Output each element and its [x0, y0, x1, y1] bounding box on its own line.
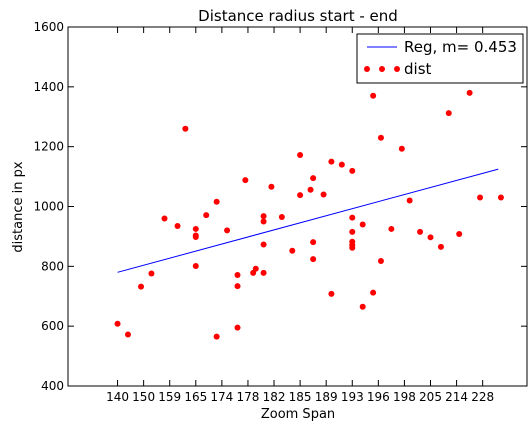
data-point — [252, 265, 259, 272]
regression-line — [117, 168, 499, 273]
plot-frame — [67, 26, 528, 387]
x-axis-label: Zoom Span — [261, 407, 335, 421]
x-tick-label: 214 — [445, 390, 468, 404]
data-point — [359, 221, 366, 228]
x-tick-label: 198 — [393, 390, 416, 404]
data-point — [370, 92, 377, 99]
data-point — [349, 228, 356, 235]
data-point — [182, 125, 189, 132]
data-point — [268, 183, 275, 190]
data-point — [192, 225, 199, 232]
legend-dist-label: dist — [404, 60, 432, 78]
x-tick-label: 150 — [132, 390, 155, 404]
legend-dist-marker — [379, 66, 385, 72]
data-point — [359, 303, 366, 310]
data-point — [234, 324, 241, 331]
legend-dist-marker — [364, 66, 370, 72]
data-point — [307, 186, 314, 193]
data-point — [192, 234, 199, 241]
y-tick-label: 400 — [41, 379, 64, 393]
data-point — [297, 152, 304, 159]
data-point — [138, 283, 145, 290]
chart-title: Distance radius start - end — [198, 7, 398, 25]
data-point — [278, 213, 285, 220]
x-tick-label: 159 — [158, 390, 181, 404]
x-tick-label: 182 — [263, 390, 286, 404]
x-tick-label: 196 — [367, 390, 390, 404]
x-tick-label: 178 — [236, 390, 259, 404]
data-point — [124, 331, 131, 338]
data-point — [497, 194, 504, 201]
data-point — [377, 134, 384, 141]
y-tick-label: 800 — [41, 259, 64, 273]
data-point — [349, 238, 356, 245]
legend-dist-marker — [394, 66, 400, 72]
y-axis-label: distance in px — [11, 161, 26, 252]
data-point — [310, 256, 317, 263]
data-point — [203, 212, 210, 219]
data-point — [234, 272, 241, 279]
data-point — [328, 158, 335, 165]
data-point — [174, 222, 181, 229]
data-point — [161, 215, 168, 222]
data-point — [320, 191, 327, 198]
data-point — [310, 175, 317, 182]
ticks-layer: 400 600 800 1000 1200 1400 1600 140 150 159 165 174… — [33, 20, 527, 404]
data-point — [260, 269, 267, 276]
data-point — [456, 231, 463, 238]
y-tick-label: 1000 — [33, 200, 64, 214]
x-tick-label: 205 — [419, 390, 442, 404]
data-point — [406, 197, 413, 204]
legend: Reg, m= 0.453 dist — [356, 33, 524, 84]
y-tick-label: 1600 — [33, 20, 64, 34]
x-tick-label: 174 — [210, 390, 233, 404]
data-point — [289, 247, 296, 254]
data-point — [377, 257, 384, 264]
data-point — [310, 239, 317, 246]
legend-box — [356, 33, 524, 84]
x-tick-label: 185 — [289, 390, 312, 404]
data-point — [234, 283, 241, 290]
data-point — [260, 213, 267, 220]
x-tick-label: 189 — [315, 390, 338, 404]
data-point — [224, 227, 231, 234]
y-tick-label: 1400 — [33, 80, 64, 94]
x-tick-label: 228 — [471, 390, 494, 404]
data-point — [349, 244, 356, 251]
data-point — [417, 228, 424, 235]
x-tick-label: 140 — [106, 390, 129, 404]
data-point — [114, 320, 121, 327]
points-layer — [114, 65, 504, 340]
x-tick-label: 193 — [341, 390, 364, 404]
data-point — [349, 214, 356, 221]
data-point — [427, 234, 434, 241]
data-point — [213, 198, 220, 205]
legend-reg-label: Reg, m= 0.453 — [404, 38, 517, 56]
data-point — [213, 333, 220, 340]
data-point — [477, 194, 484, 201]
data-point — [398, 145, 405, 152]
data-point — [370, 289, 377, 296]
x-tick-label: 165 — [184, 390, 207, 404]
data-point — [338, 161, 345, 168]
data-point — [242, 177, 249, 184]
data-point — [148, 270, 155, 277]
data-point — [260, 218, 267, 225]
data-point — [192, 263, 199, 270]
data-point — [297, 192, 304, 199]
data-point — [466, 89, 473, 96]
data-point — [437, 243, 444, 250]
data-point — [349, 167, 356, 174]
data-point — [328, 290, 335, 297]
data-point — [388, 225, 395, 232]
y-tick-label: 600 — [41, 319, 64, 333]
y-tick-label: 1200 — [33, 140, 64, 154]
regression-layer — [117, 168, 499, 273]
data-point — [445, 110, 452, 117]
data-point — [260, 241, 267, 248]
